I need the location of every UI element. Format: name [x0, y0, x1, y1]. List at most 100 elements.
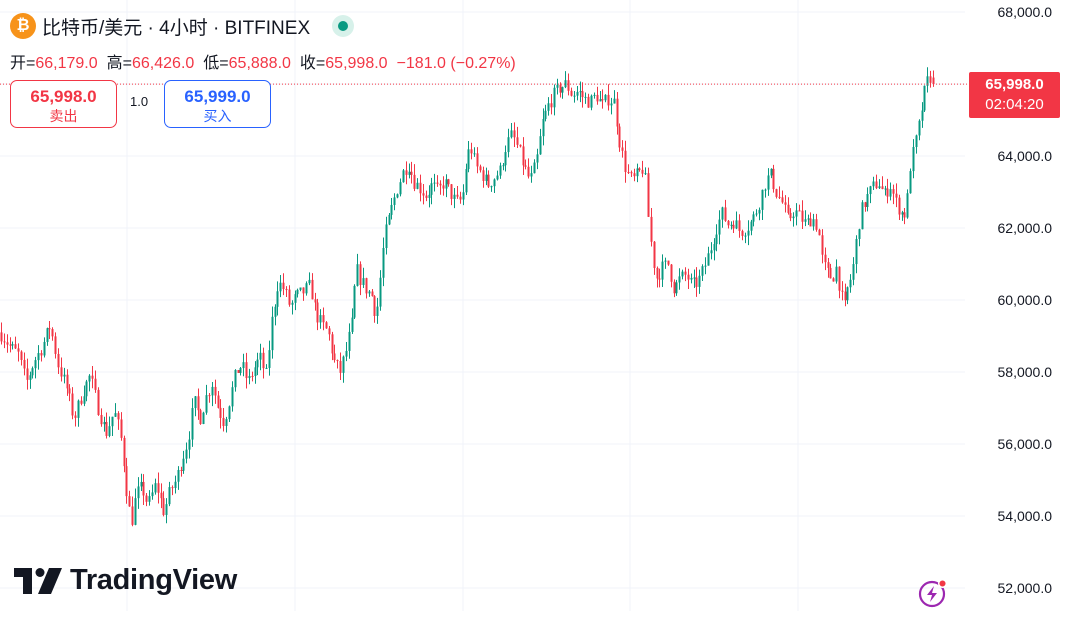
candle-body [630, 172, 633, 174]
candle-body [123, 437, 126, 467]
candle-body [584, 96, 587, 98]
candle-body [40, 353, 43, 356]
candle-body [276, 291, 279, 307]
tradingview-logo-icon [14, 567, 62, 594]
candle-body [852, 264, 855, 280]
candle-body [197, 396, 200, 411]
candle-body [507, 137, 510, 153]
candle-body [884, 188, 887, 190]
candle-body [861, 202, 864, 230]
candle-body [607, 94, 610, 106]
candle-body [482, 170, 485, 181]
candle-body [168, 487, 171, 505]
candle-body [752, 214, 755, 222]
candle-body [485, 174, 488, 181]
candle-body [718, 219, 721, 235]
candle-body [436, 182, 439, 184]
candle-body [77, 400, 80, 418]
buy-button[interactable]: 65,999.0 买入 [164, 80, 271, 128]
candle-body [536, 154, 539, 163]
candle-body [912, 146, 915, 172]
symbol-title[interactable]: 比特币/美元 · 4小时 · BITFINEX [42, 17, 311, 39]
bitcoin-icon: ₿ [10, 13, 36, 39]
candle-body [271, 316, 274, 351]
candle-body [165, 504, 168, 515]
candle-body [695, 277, 698, 287]
candle-body [80, 400, 83, 404]
candle-body [208, 395, 211, 397]
candle-body [376, 306, 379, 316]
candle-body [111, 416, 114, 427]
candle-body [34, 360, 37, 369]
candle-body [282, 282, 285, 290]
last-price-value: 65,998.0 [985, 76, 1044, 93]
lightning-bolt-icon[interactable] [917, 578, 947, 608]
candle-body [872, 181, 875, 187]
candle-body [302, 287, 305, 294]
candle-body [353, 285, 356, 318]
candle-body [724, 207, 727, 221]
candle-body [755, 213, 758, 215]
candle-body [473, 153, 476, 155]
chart-header: ₿ 比特币/美元 · 4小时 · BITFINEX [10, 11, 355, 41]
y-axis-tick-label: 64,000.0 [998, 148, 1053, 164]
candle-body [199, 410, 202, 425]
candle-body [211, 386, 214, 396]
candle-body [356, 264, 359, 286]
candle-body [675, 282, 678, 294]
candle-body [63, 374, 66, 377]
tradingview-logo[interactable]: TradingView [14, 564, 237, 597]
candle-body [23, 359, 26, 369]
candle-body [550, 103, 553, 108]
candle-body [6, 342, 9, 345]
sell-label: 卖出 [49, 108, 78, 124]
candle-body [690, 277, 693, 280]
candle-body [85, 381, 88, 397]
candle-body [148, 496, 151, 502]
candle-body [593, 94, 596, 96]
candle-body [467, 149, 470, 170]
candle-body [422, 193, 425, 196]
candle-body [618, 126, 621, 148]
close-label: 收= [299, 55, 326, 72]
candle-body [812, 219, 815, 227]
candle-body [809, 218, 812, 227]
candle-body [83, 396, 86, 404]
candle-body [553, 87, 556, 108]
candle-body [656, 267, 659, 279]
candle-body [915, 135, 918, 147]
candle-body [365, 278, 368, 294]
candle-body [564, 80, 567, 88]
y-axis-tick-label: 58,000.0 [998, 364, 1053, 380]
candle-body [846, 287, 849, 301]
candle-body [128, 496, 131, 507]
candle-body [704, 265, 707, 267]
ohlc-legend: 开=66,179.0 高=66,426.0 低=65,888.0 收=65,998.0… [10, 49, 516, 73]
candle-body [522, 146, 525, 166]
candle-body [390, 204, 393, 215]
candle-body [333, 353, 336, 361]
candle-body [864, 202, 867, 207]
candle-body [408, 171, 411, 175]
candle-body [693, 277, 696, 279]
candle-body [576, 91, 579, 96]
candle-body [234, 369, 237, 388]
candle-body [792, 216, 795, 219]
candle-body [516, 137, 519, 145]
candle-body [502, 165, 505, 167]
candle-body [9, 344, 12, 346]
candle-body [855, 238, 858, 265]
candle-body [131, 506, 134, 525]
candle-body [137, 486, 140, 499]
sell-button[interactable]: 65,998.0 卖出 [10, 80, 117, 128]
candle-body [604, 94, 607, 101]
candle-body [801, 210, 804, 222]
candle-body [371, 291, 374, 297]
candle-body [399, 182, 402, 195]
candle-body [849, 279, 852, 288]
candle-body [798, 210, 801, 212]
candle-body [188, 439, 191, 450]
candle-body [821, 235, 824, 255]
